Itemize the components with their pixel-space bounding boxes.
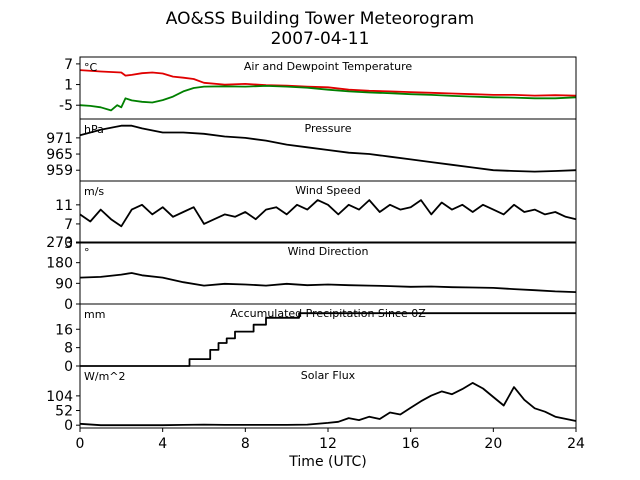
x-tick-label: 12	[319, 436, 337, 452]
y-tick-label: 959	[46, 163, 73, 179]
panels: -5 1 7 °C Air and Dewpoint Temperature 959965…	[46, 56, 577, 434]
series-line-4-1	[79, 272, 577, 293]
y-tick-label: 16	[55, 322, 73, 338]
y-tick-label: 1	[64, 78, 73, 94]
panel-3: 3 7 11 m/s Wind Speed	[55, 180, 577, 252]
panel-title: Accumulated Precipitation Since 0Z	[230, 307, 426, 320]
panel-unit-label: °	[84, 246, 90, 259]
chart-title-line2: 2007-04-11	[271, 29, 370, 49]
y-tick-label: 52	[55, 404, 73, 420]
x-tick-label: 24	[567, 436, 585, 452]
y-tick-label: 7	[64, 217, 73, 233]
y-tick-label: 3	[64, 236, 73, 252]
panel-unit-label: W/m^2	[84, 370, 126, 383]
y-tick-label: 965	[46, 147, 73, 163]
x-tick-label: 0	[76, 436, 85, 452]
panel-1: -5 1 7 °C Air and Dewpoint Temperature	[59, 56, 577, 120]
panel-frame	[79, 180, 577, 244]
y-tick-label: 180	[46, 256, 73, 272]
y-tick-label: 971	[46, 131, 73, 147]
y-tick-label: 0	[64, 297, 73, 313]
x-tick-label: 16	[402, 436, 420, 452]
x-tick-label: 4	[158, 436, 167, 452]
x-axis: 0 4 8 12 16 20 24	[76, 428, 585, 452]
x-tick-label: 20	[484, 436, 502, 452]
series-line-1-2	[79, 85, 577, 112]
series-line-1-1	[79, 69, 577, 97]
panel-title: Wind Speed	[295, 184, 361, 197]
y-tick-label: 0	[64, 418, 73, 434]
y-tick-label: 270	[46, 235, 73, 251]
panel-title: Pressure	[305, 122, 352, 135]
y-tick-label: -5	[59, 98, 73, 114]
panel-unit-label: mm	[84, 308, 105, 321]
series-line-3-1	[79, 199, 577, 228]
panel-4: 0 90 180 270 ° Wind Direction	[46, 235, 577, 313]
y-tick-label: 0	[64, 359, 73, 375]
x-tick-label: 8	[241, 436, 250, 452]
panel-unit-label: m/s	[84, 185, 104, 198]
chart-title-line1: AO&SS Building Tower Meteorogram	[166, 9, 474, 29]
panel-unit-label: °C	[84, 61, 98, 74]
y-tick-label: 90	[55, 276, 73, 292]
y-tick-label: 8	[64, 341, 73, 357]
series-line-2-1	[79, 124, 577, 173]
y-tick-label: 104	[46, 389, 73, 405]
x-axis-label: Time (UTC)	[288, 454, 366, 470]
series-line-6-1	[79, 382, 577, 427]
panel-title: Air and Dewpoint Temperature	[244, 60, 412, 73]
y-tick-label: 7	[64, 57, 73, 73]
panel-title: Solar Flux	[301, 369, 356, 382]
panel-title: Wind Direction	[288, 245, 369, 258]
y-tick-label: 11	[55, 198, 73, 214]
panel-5: 0 8 16 mm Accumulated Precipitation Since 0Z	[55, 303, 577, 375]
series-line-5-1	[80, 312, 576, 367]
panel-unit-label: hPa	[84, 123, 104, 136]
